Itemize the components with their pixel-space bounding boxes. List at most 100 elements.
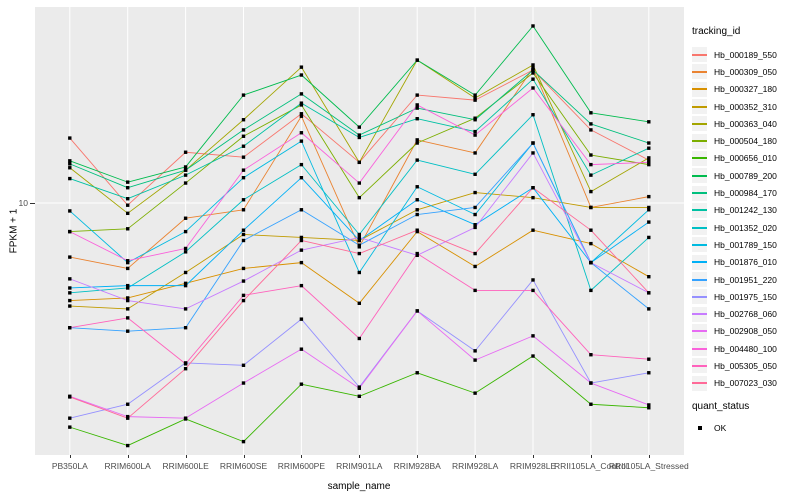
data-point <box>473 225 477 230</box>
data-point <box>183 229 188 234</box>
data-point <box>473 349 477 353</box>
legend-label: Hb_000984_170 <box>714 188 777 199</box>
data-point <box>415 141 419 145</box>
data-point <box>473 133 477 137</box>
legend-key-swatch <box>692 375 707 391</box>
data-point <box>126 402 130 406</box>
data-point <box>357 195 361 200</box>
data-point <box>126 211 130 216</box>
data-point <box>241 168 246 172</box>
data-point <box>126 283 130 288</box>
data-point <box>473 205 477 210</box>
data-point <box>357 243 361 247</box>
legend-key-swatch <box>692 47 707 63</box>
data-point <box>531 151 535 155</box>
data-point <box>531 228 535 232</box>
data-point <box>473 151 477 155</box>
data-point <box>126 298 130 303</box>
legend-label: Hb_000352_310 <box>714 101 777 112</box>
data-point <box>299 92 304 96</box>
data-point <box>299 347 304 351</box>
data-point <box>415 158 419 162</box>
data-point <box>473 288 477 293</box>
data-point <box>299 208 304 212</box>
data-point <box>415 198 419 202</box>
data-point <box>126 416 130 420</box>
data-point <box>531 66 535 70</box>
data-point <box>126 329 130 333</box>
data-point <box>183 181 188 185</box>
data-point <box>299 65 304 69</box>
legend-key-swatch <box>692 150 707 166</box>
data-point <box>68 277 72 281</box>
data-point <box>68 291 72 295</box>
legend-item-Hb_000656_010: Hb_000656_010 <box>692 150 798 167</box>
data-point <box>473 98 477 102</box>
legend-key-swatch <box>692 99 707 115</box>
data-point <box>357 336 361 341</box>
data-point <box>241 232 246 237</box>
data-point <box>647 156 651 160</box>
data-point <box>473 223 477 227</box>
data-point <box>357 251 361 256</box>
legend-key-line <box>692 330 707 333</box>
data-point <box>415 117 419 121</box>
data-point <box>241 266 246 271</box>
data-point <box>589 381 593 385</box>
legend-key-line <box>692 53 707 56</box>
data-point <box>589 153 593 157</box>
legend-item-Hb_007023_030: Hb_007023_030 <box>692 375 798 392</box>
data-point <box>357 181 361 185</box>
data-point <box>589 173 593 177</box>
data-point <box>241 176 246 180</box>
data-point <box>589 260 593 265</box>
legend-item-Hb_001975_150: Hb_001975_150 <box>692 288 798 305</box>
data-point <box>647 158 651 162</box>
x-tick-label-RRIM600SE: RRIM600SE <box>219 461 268 471</box>
data-point <box>299 260 304 265</box>
data-point <box>647 194 651 199</box>
data-point <box>531 63 535 67</box>
data-point <box>415 138 419 142</box>
legend-key-line <box>692 174 707 177</box>
data-point <box>415 58 419 62</box>
black-square-marker-icon <box>697 425 702 430</box>
data-point <box>183 326 188 330</box>
y-axis-title: FPKM + 1 <box>8 208 20 254</box>
x-tick-mark <box>301 455 303 458</box>
legend-key-swatch <box>692 220 707 236</box>
x-tick-label-RRIM928BA: RRIM928BA <box>393 461 441 471</box>
data-point <box>126 266 130 271</box>
legend-key-line <box>692 226 707 229</box>
data-point <box>589 402 593 406</box>
legend-label: Hb_000309_050 <box>714 66 777 77</box>
data-point <box>183 281 188 286</box>
legend-key-swatch <box>692 64 707 80</box>
legend-item-Hb_000309_050: Hb_000309_050 <box>692 63 798 80</box>
data-point <box>183 246 188 251</box>
legend-item-Hb_000789_200: Hb_000789_200 <box>692 167 798 184</box>
data-point <box>473 212 477 217</box>
data-point <box>473 129 477 134</box>
data-point <box>531 278 535 282</box>
data-point <box>415 251 419 256</box>
legend-key-swatch <box>692 272 707 287</box>
data-point <box>647 307 651 311</box>
data-point <box>183 367 188 371</box>
data-point <box>357 133 361 137</box>
legend-label: Hb_000504_180 <box>714 136 777 147</box>
legend-label: Hb_000656_010 <box>714 153 777 164</box>
data-point <box>241 155 246 159</box>
x-tick-mark <box>185 455 187 458</box>
legend-key-line <box>692 157 707 160</box>
data-point <box>183 416 188 420</box>
data-point <box>126 259 130 263</box>
data-point <box>473 93 477 97</box>
legend-label: Hb_002908_050 <box>714 326 777 337</box>
legend-quant-items: OK <box>692 419 798 436</box>
legend-item-Hb_000327_180: Hb_000327_180 <box>692 81 798 98</box>
legend: tracking_id Hb_000189_550 Hb_000309_050 Hb… <box>692 26 798 436</box>
data-point <box>68 176 72 181</box>
data-point <box>357 394 361 398</box>
data-point <box>473 118 477 122</box>
